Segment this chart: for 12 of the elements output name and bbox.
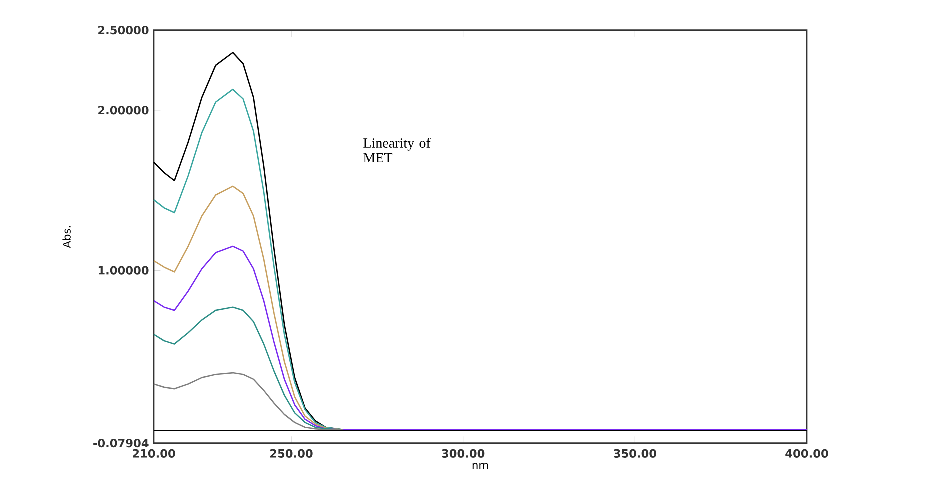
y-tick-label: 2.00000 bbox=[98, 106, 149, 115]
x-tick-label: 300.00 bbox=[442, 449, 485, 458]
y-tick-label: -0.07904 bbox=[94, 439, 149, 448]
x-tick-label: 350.00 bbox=[614, 449, 656, 458]
x-tick-label: 400.00 bbox=[786, 449, 828, 458]
y-tick-label: 2.50000 bbox=[98, 26, 149, 35]
annotation: Linearity of MET bbox=[364, 138, 431, 162]
y-tick-label: 1.00000 bbox=[98, 266, 149, 275]
x-tick-label: 210.00 bbox=[133, 449, 176, 458]
x-tick-label: 250.00 bbox=[270, 449, 313, 458]
x-axis-title: nm bbox=[472, 463, 488, 470]
y-axis-title: Abs. bbox=[62, 226, 71, 248]
